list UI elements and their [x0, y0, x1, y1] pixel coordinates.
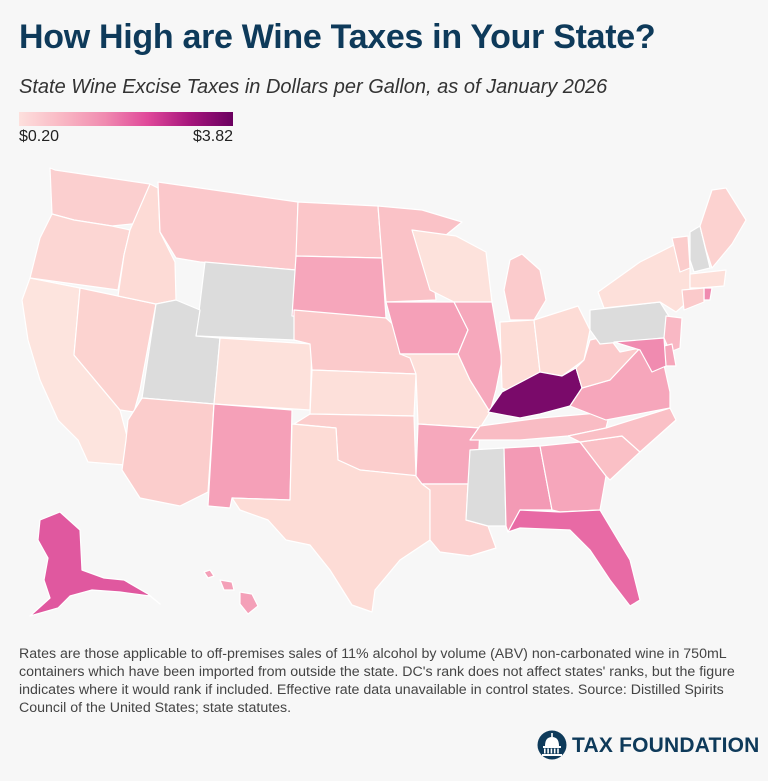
state-sd	[291, 255, 387, 319]
state-ak	[29, 511, 161, 617]
state-ct	[681, 287, 705, 311]
state-ks	[309, 369, 417, 417]
state-az	[121, 397, 215, 507]
state-wy	[195, 261, 297, 341]
state-md	[613, 337, 667, 373]
legend-max-label: $3.82	[192, 128, 233, 145]
state-ri	[703, 287, 713, 301]
state-nj	[663, 315, 683, 353]
state-vt	[671, 235, 691, 273]
page-title: How High are Wine Taxes in Your State?	[19, 18, 656, 56]
state-ia	[385, 301, 469, 355]
color-legend: $0.20 $3.82	[19, 112, 233, 146]
state-nm	[207, 403, 293, 509]
state-nh	[689, 225, 711, 273]
capitol-dome-icon	[537, 730, 567, 760]
state-me	[699, 187, 747, 269]
legend-gradient-bar	[19, 112, 233, 126]
state-mi	[503, 253, 547, 321]
state-mt	[157, 181, 299, 271]
footnote-text: Rates are those applicable to off-premis…	[19, 646, 735, 716]
legend-min-label: $0.20	[19, 128, 60, 145]
state-tx	[231, 423, 431, 613]
us-states-map	[21, 167, 747, 617]
state-co	[213, 337, 313, 411]
state-ms	[465, 447, 507, 527]
state-fl	[507, 509, 641, 607]
state-ma	[689, 269, 727, 289]
page-subtitle: State Wine Excise Taxes in Dollars per G…	[19, 76, 608, 98]
state-wv	[575, 335, 641, 389]
legend-labels: $0.20 $3.82	[19, 126, 233, 146]
state-nc	[567, 407, 677, 453]
state-pa	[589, 301, 671, 345]
state-hi	[203, 569, 259, 615]
brand-name: TAX FOUNDATION	[572, 734, 760, 757]
state-nd	[295, 201, 383, 259]
states-layer	[21, 167, 747, 617]
